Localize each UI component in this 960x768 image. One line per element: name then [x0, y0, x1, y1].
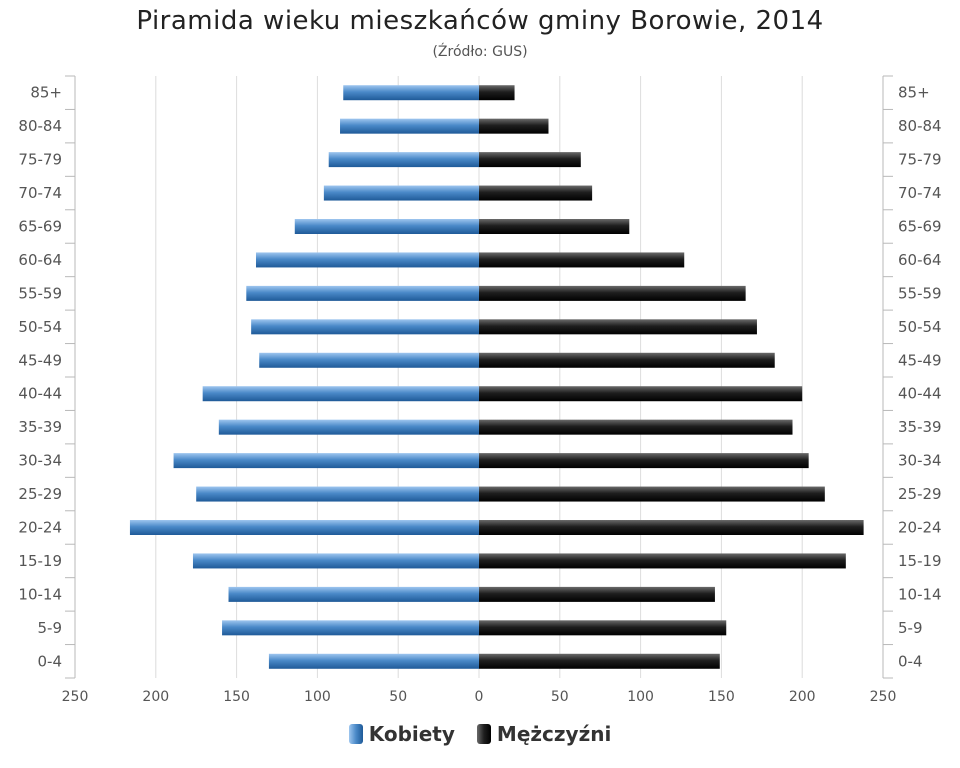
y-category-label-left: 5-9	[38, 619, 63, 637]
y-category-label-right: 20-24	[898, 519, 942, 537]
bar-men	[479, 586, 715, 602]
y-category-label-left: 25-29	[18, 485, 62, 503]
y-category-label-left: 45-49	[18, 351, 62, 369]
bar-men	[479, 319, 757, 335]
bar-women	[255, 252, 479, 268]
legend-swatch-women	[348, 724, 363, 744]
y-category-label-right: 10-14	[898, 585, 942, 603]
bar-women	[196, 486, 479, 502]
y-category-label-right: 55-59	[898, 284, 942, 302]
bar-women	[323, 185, 479, 201]
bar-men	[479, 620, 727, 636]
chart-subtitle: (Źródło: GUS)	[432, 44, 528, 60]
bar-women	[294, 219, 479, 234]
bar-men	[479, 152, 581, 168]
bar-men	[479, 386, 803, 402]
legend-swatch-men	[476, 724, 491, 744]
y-category-label-left: 55-59	[18, 284, 62, 302]
y-category-label-right: 75-79	[898, 151, 942, 169]
x-tick-label: 200	[142, 689, 169, 705]
bar-men	[479, 419, 793, 435]
bar-women	[246, 285, 479, 301]
y-category-label-left: 50-54	[18, 318, 62, 336]
bar-men	[479, 352, 775, 368]
bar-men	[479, 553, 846, 569]
x-tick-label: 50	[551, 689, 569, 705]
legend-label-women: Kobiety	[368, 722, 455, 746]
bar-men	[479, 85, 515, 101]
bar-men	[479, 653, 720, 669]
y-category-label-right: 65-69	[898, 218, 942, 236]
x-tick-label: 150	[223, 689, 250, 705]
x-tick-label: 250	[62, 689, 89, 705]
chart-title: Piramida wieku mieszkańców gminy Borowie…	[136, 6, 824, 36]
bar-women	[328, 152, 479, 168]
bar-women	[202, 386, 479, 402]
y-category-label-right: 50-54	[898, 318, 942, 336]
y-category-label-left: 75-79	[18, 151, 62, 169]
y-category-label-right: 15-19	[898, 552, 942, 570]
y-category-label-right: 85+	[898, 84, 930, 102]
y-category-label-right: 35-39	[898, 418, 942, 436]
y-category-label-left: 85+	[30, 84, 62, 102]
y-category-label-left: 10-14	[18, 585, 62, 603]
y-category-label-left: 20-24	[18, 519, 62, 537]
y-category-label-left: 70-74	[18, 184, 62, 202]
bar-women	[173, 453, 480, 469]
y-category-label-left: 35-39	[18, 418, 62, 436]
x-tick-label: 250	[870, 689, 897, 705]
chart-legend: Kobiety Mężczyźni	[0, 722, 960, 746]
y-category-label-right: 25-29	[898, 485, 942, 503]
x-tick-label: 100	[627, 689, 654, 705]
y-category-label-left: 80-84	[18, 117, 62, 135]
x-tick-label: 150	[708, 689, 735, 705]
bar-men	[479, 185, 593, 201]
y-category-label-right: 5-9	[898, 619, 923, 637]
bar-women	[129, 520, 479, 535]
bar-women	[268, 653, 479, 669]
bar-women	[222, 620, 479, 636]
x-tick-label: 50	[389, 689, 407, 705]
y-category-label-right: 0-4	[898, 652, 923, 670]
legend-item-men[interactable]: Mężczyźni	[476, 722, 612, 746]
bar-men	[479, 219, 630, 234]
bar-women	[259, 352, 479, 368]
y-category-label-left: 60-64	[18, 251, 62, 269]
x-tick-label: 200	[789, 689, 816, 705]
legend-label-men: Mężczyźni	[496, 722, 612, 746]
y-category-label-right: 60-64	[898, 251, 942, 269]
y-category-label-left: 30-34	[18, 452, 62, 470]
bar-women	[343, 85, 479, 101]
bar-men	[479, 285, 746, 301]
bar-women	[228, 586, 479, 602]
y-category-label-left: 40-44	[18, 385, 62, 403]
bar-women	[251, 319, 479, 335]
y-category-label-left: 65-69	[18, 218, 62, 236]
y-category-label-right: 70-74	[898, 184, 942, 202]
bar-men	[479, 118, 549, 134]
y-category-label-left: 15-19	[18, 552, 62, 570]
y-category-label-right: 45-49	[898, 351, 942, 369]
bar-women	[192, 553, 479, 569]
y-category-label-right: 80-84	[898, 117, 942, 135]
bar-women	[340, 118, 479, 134]
y-category-label-right: 40-44	[898, 385, 942, 403]
bar-men	[479, 520, 864, 535]
bar-women	[218, 419, 479, 435]
x-tick-label: 0	[475, 689, 484, 705]
bar-men	[479, 252, 685, 268]
bar-men	[479, 453, 809, 469]
y-category-label-left: 0-4	[38, 652, 63, 670]
y-category-label-right: 30-34	[898, 452, 942, 470]
x-tick-label: 100	[304, 689, 331, 705]
legend-item-women[interactable]: Kobiety	[348, 722, 455, 746]
bar-men	[479, 486, 825, 502]
